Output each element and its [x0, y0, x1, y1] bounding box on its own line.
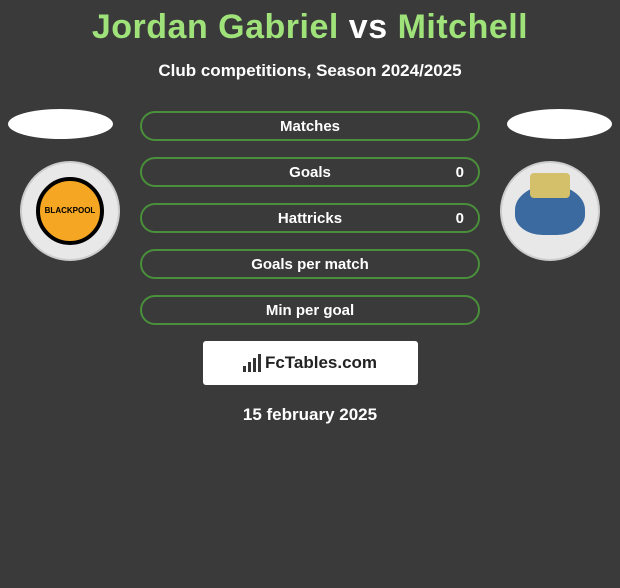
stat-bar: Min per goal — [140, 295, 480, 325]
logo-text: FcTables.com — [265, 353, 377, 373]
stat-label: Goals per match — [251, 256, 369, 273]
content-area: BLACKPOOL Matches 0 Goals 0 Hattricks Goals p… — [0, 111, 620, 425]
comparison-date: 15 february 2025 — [0, 405, 620, 425]
club-crest-left-label: BLACKPOOL — [45, 207, 96, 215]
stat-value-right: 0 — [456, 164, 464, 181]
stat-bar: Matches — [140, 111, 480, 141]
subtitle: Club competitions, Season 2024/2025 — [0, 61, 620, 81]
logo-chart-icon — [243, 354, 261, 372]
stat-value-right: 0 — [456, 210, 464, 227]
stat-bar: 0 Hattricks — [140, 203, 480, 233]
player2-avatar-placeholder — [507, 109, 612, 139]
vs-text: vs — [349, 8, 388, 46]
stat-bar: 0 Goals — [140, 157, 480, 187]
stat-label: Hattricks — [278, 210, 342, 227]
comparison-title: Jordan Gabriel vs Mitchell — [0, 8, 620, 47]
player2-name: Mitchell — [398, 8, 529, 46]
stats-bars: Matches 0 Goals 0 Hattricks Goals per match Mi… — [140, 111, 480, 325]
club-crest-right — [500, 161, 600, 261]
stat-bar: Goals per match — [140, 249, 480, 279]
fctables-logo: FcTables.com — [203, 341, 418, 385]
club-crest-left: BLACKPOOL — [20, 161, 120, 261]
stat-label: Goals — [289, 164, 331, 181]
stat-label: Matches — [280, 118, 340, 135]
player1-avatar-placeholder — [8, 109, 113, 139]
player1-name: Jordan Gabriel — [92, 8, 339, 46]
stat-label: Min per goal — [266, 302, 354, 319]
